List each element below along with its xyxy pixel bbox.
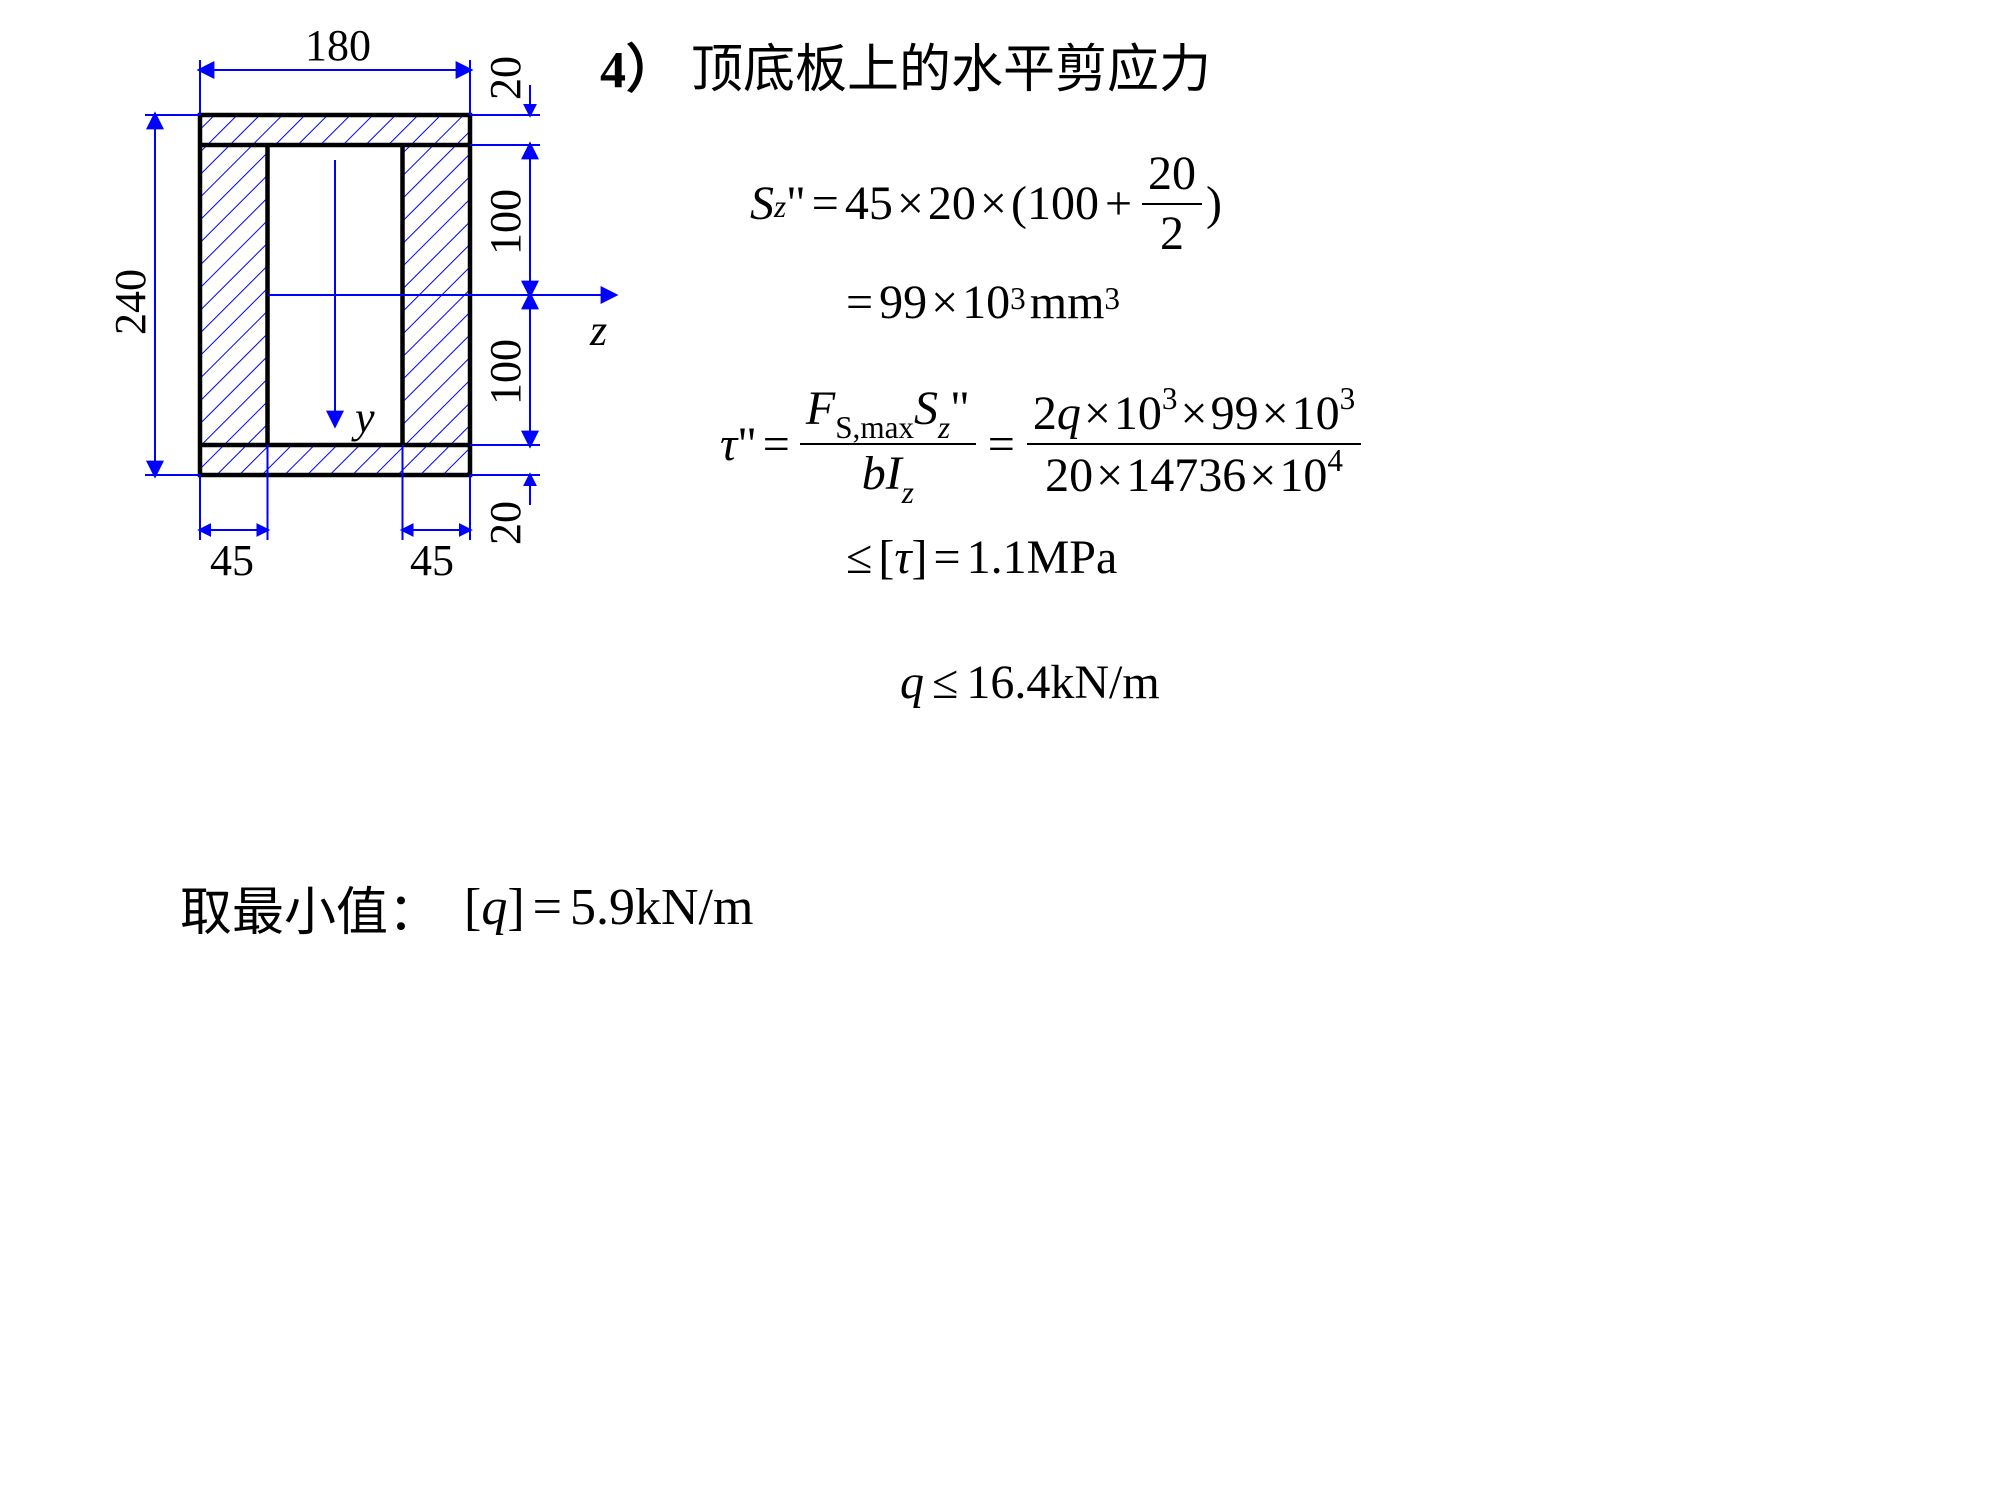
eq-bracket: [ (878, 530, 894, 585)
eq-var: q (900, 655, 924, 710)
eq-sz-line2: = 99 × 10 3 mm 3 (840, 275, 1120, 330)
eq-eq: = (806, 176, 845, 231)
eq-num: 10 (1292, 387, 1340, 440)
eq-unit: mm (1026, 275, 1105, 330)
eq-num: 20 (1045, 449, 1093, 502)
eq-frac-num: 2q×103×99×103 (1027, 383, 1361, 443)
dim-label-web-left: 45 (210, 536, 254, 585)
eq-quote: " (786, 176, 806, 231)
eq-frac: FS,maxSz" bIz (800, 380, 976, 508)
eq-eq: = (757, 417, 796, 472)
heading-title: 顶底板上的水平剪应力 (691, 42, 1211, 99)
dim-label-web-right: 45 (410, 536, 454, 585)
eq-paren: (100 (1011, 176, 1099, 231)
eq-var-tau: τ (720, 417, 737, 472)
eq-var: b (862, 447, 886, 500)
conclusion-label: 取最小值： (180, 870, 464, 945)
eq-num: 45 (845, 176, 893, 231)
eq-q-line: q ≤ 16.4kN/m (900, 655, 1160, 710)
eq-num: 99 (1211, 387, 1259, 440)
eq-num: 10 (1114, 387, 1162, 440)
eq-eq: = (525, 878, 570, 937)
eq-var: S (914, 382, 938, 435)
axis-label-y: y (351, 393, 375, 442)
eq-num: 10 (1279, 449, 1327, 502)
eq-plus: + (1099, 176, 1138, 231)
eq-paren: ) (1206, 176, 1222, 231)
eq-bracket: [ (464, 878, 481, 937)
eq-sub: S,max (835, 410, 914, 445)
eq-quote: " (737, 417, 757, 472)
eq-sub: z (774, 189, 786, 225)
eq-exp: 3 (1104, 281, 1120, 317)
eq-sub: z (938, 410, 950, 445)
eq-val: 16.4kN/m (966, 655, 1159, 710)
eq-var: I (886, 447, 902, 500)
eq-mult: × (976, 176, 1011, 231)
conclusion-line: 取最小值： [ q ] = 5.9kN/m (180, 870, 753, 945)
eq-sz-line1: S z " = 45 × 20 × (100 + 20 2 ) (750, 145, 1222, 262)
eq-frac-num: FS,maxSz" (800, 380, 976, 443)
eq-num: 14736 (1126, 449, 1246, 502)
eq-mult: × (893, 176, 928, 231)
eq-le: ≤ (924, 655, 966, 710)
eq-eq: = (928, 530, 967, 585)
eq-exp: 3 (1010, 281, 1026, 317)
eq-exp: 3 (1340, 381, 1356, 416)
eq-eq: = (840, 275, 879, 330)
dim-label-flange-bot: 20 (481, 501, 530, 545)
eq-num: 20 (928, 176, 976, 231)
eq-exp: 3 (1162, 381, 1178, 416)
eq-var-S: S (750, 176, 774, 231)
eq-val: 5.9kN/m (570, 878, 753, 937)
eq-bracket: ] (912, 530, 928, 585)
dim-label-height: 240 (106, 269, 155, 335)
eq-var: τ (894, 530, 911, 585)
eq-val: 1.1MPa (967, 530, 1118, 585)
dim-label-top-width: 180 (305, 21, 371, 70)
engineering-slide: 4） 顶底板上的水平剪应力 (0, 0, 2000, 1500)
dim-label-flange-top: 20 (481, 56, 530, 100)
eq-tau-line1: τ " = FS,maxSz" bIz = 2q×103×99×103 20×1… (720, 380, 1365, 508)
eq-quote: " (950, 382, 970, 435)
dim-label-web-bot: 100 (481, 339, 530, 405)
eq-tau-line2: ≤ [ τ ] = 1.1MPa (840, 530, 1117, 585)
eq-num: 10 (962, 275, 1010, 330)
eq-var: q (481, 878, 507, 937)
eq-frac: 2q×103×99×103 20×14736×104 (1027, 383, 1361, 504)
axis-label-z: z (589, 306, 607, 355)
cross-section-diagram: y z 180 240 (60, 20, 620, 760)
eq-exp: 4 (1327, 443, 1343, 478)
eq-num: 99 (879, 275, 927, 330)
eq-bracket: ] (507, 878, 524, 937)
dim-label-web-top: 100 (481, 189, 530, 255)
eq-sub: z (902, 475, 914, 510)
eq-frac-num: 20 (1142, 145, 1202, 203)
eq-eq: = (980, 417, 1023, 472)
eq-var: F (806, 382, 835, 435)
section-heading: 4） 顶底板上的水平剪应力 (600, 40, 1211, 102)
eq-frac-den: bIz (856, 445, 920, 508)
eq-mult: × (927, 275, 962, 330)
eq-frac-den: 2 (1154, 205, 1190, 263)
eq-frac-den: 20×14736×104 (1039, 445, 1349, 505)
eq-frac: 20 2 (1142, 145, 1202, 262)
eq-le: ≤ (840, 530, 878, 585)
